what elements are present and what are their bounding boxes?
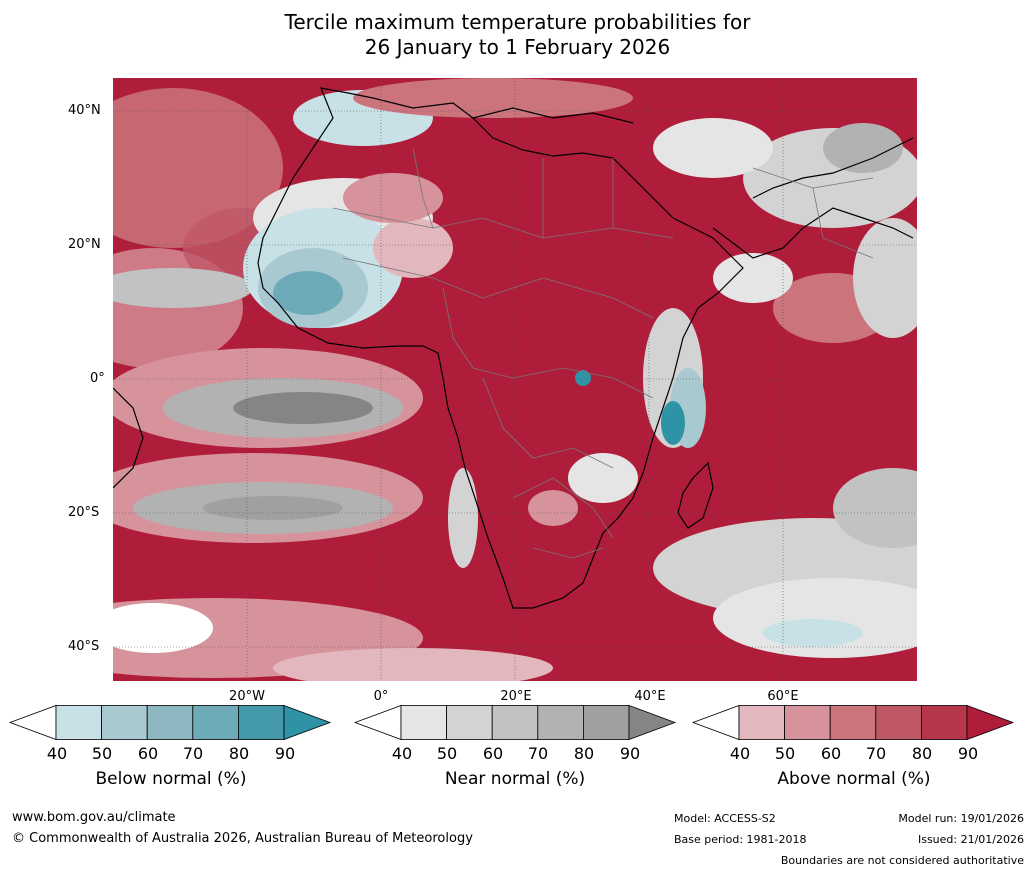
colorbar-below: [8, 704, 332, 741]
tick-label: 50: [436, 744, 458, 763]
colorbar-segment: [192, 705, 239, 740]
colorbar-above-title: Above normal (%): [777, 769, 931, 789]
colorbar-segment: [237, 705, 285, 740]
colorbar-segment: [446, 705, 493, 740]
colorbar-near: [353, 704, 677, 741]
title-line-1: Tercile maximum temperature probabilitie…: [284, 10, 751, 34]
chart-title: Tercile maximum temperature probabilitie…: [0, 10, 1035, 60]
colorbar-segment: [738, 705, 785, 740]
colorbar-segment: [875, 705, 922, 740]
colorbar-below-title: Below normal (%): [95, 769, 247, 789]
tick-label: 70: [182, 744, 204, 763]
colorbar-segment: [920, 705, 968, 740]
tick-label: 50: [774, 744, 796, 763]
footer-model-run: Model run: 19/01/2026: [898, 812, 1024, 825]
tick-label: 50: [91, 744, 113, 763]
footer-issued: Issued: 21/01/2026: [917, 833, 1024, 846]
probability-map: [113, 78, 917, 681]
map-svg: [113, 78, 917, 681]
footer-base-period: Base period: 1981-2018: [674, 833, 807, 846]
east-africa-shading: [448, 253, 793, 568]
tick-label: 40: [391, 744, 413, 763]
colorbar-near-title: Near normal (%): [444, 769, 586, 789]
footer-disclaimer: Boundaries are not considered authoritat…: [780, 854, 1024, 867]
lon-label-60e: 60°E: [767, 689, 799, 704]
borders: [332, 147, 874, 559]
tick-label: 60: [137, 744, 159, 763]
colorbar-extend-high: [283, 704, 332, 741]
colorbar-segment: [829, 705, 877, 740]
tick-label: 60: [820, 744, 842, 763]
tick-label: 80: [228, 744, 250, 763]
lat-label-20s: 20°S: [68, 505, 100, 520]
lon-label-20e: 20°E: [500, 689, 532, 704]
lat-label-40s: 40°S: [68, 639, 100, 654]
colorbar-above: [691, 704, 1015, 741]
colorbar-extend-low: [8, 704, 57, 741]
lat-label-40n: 40°N: [68, 103, 101, 118]
colorbar-above-svg: [691, 704, 1015, 741]
colorbar-segment: [101, 705, 148, 740]
tick-label: 40: [46, 744, 68, 763]
tick-label: 70: [527, 744, 549, 763]
lat-label-20n: 20°N: [68, 237, 101, 252]
lon-label-20w: 20°W: [229, 689, 265, 704]
colorbar-segment: [582, 705, 630, 740]
colorbar-near-svg: [353, 704, 677, 741]
coastlines: [113, 87, 914, 609]
tick-label: 90: [619, 744, 641, 763]
tick-label: 70: [865, 744, 887, 763]
colorbar-segment: [55, 705, 102, 740]
colorbar-extend-high: [628, 704, 677, 741]
tick-label: 90: [957, 744, 979, 763]
footer-website: www.bom.gov.au/climate: [12, 810, 176, 825]
colorbar-segment: [400, 705, 447, 740]
west-africa-shading: [243, 173, 453, 328]
colorbar-segment: [537, 705, 584, 740]
colorbar-below-svg: [8, 704, 332, 741]
colorbar-segment: [784, 705, 831, 740]
colorbar-extend-low: [353, 704, 402, 741]
colorbar-extend-high: [966, 704, 1015, 741]
colorbar-extend-low: [691, 704, 740, 741]
colorbar-segment: [146, 705, 194, 740]
tick-label: 90: [274, 744, 296, 763]
tick-label: 60: [482, 744, 504, 763]
title-line-2: 26 January to 1 February 2026: [364, 35, 671, 59]
tick-label: 80: [573, 744, 595, 763]
lon-label-40e: 40°E: [634, 689, 666, 704]
footer-model: Model: ACCESS-S2: [674, 812, 776, 825]
footer-copyright: © Commonwealth of Australia 2026, Austra…: [12, 831, 473, 846]
gridlines: [113, 78, 917, 681]
ocean-shading: [113, 78, 917, 681]
colorbar-segment: [491, 705, 539, 740]
lat-label-0: 0°: [90, 371, 105, 386]
tick-label: 40: [729, 744, 751, 763]
tick-label: 80: [911, 744, 933, 763]
lon-label-0: 0°: [373, 689, 389, 704]
